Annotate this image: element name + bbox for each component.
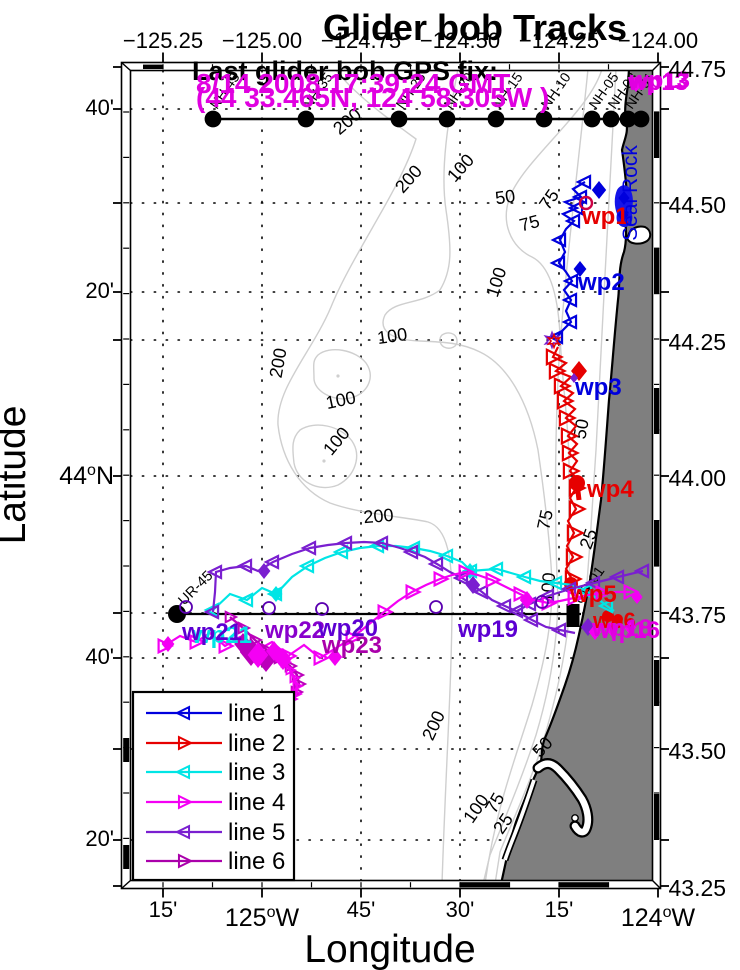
svg-text:wp6: wp6 bbox=[592, 608, 636, 633]
svg-text:wp20: wp20 bbox=[317, 615, 378, 642]
svg-text:44.50: 44.50 bbox=[669, 192, 727, 218]
svg-text:wp3: wp3 bbox=[574, 374, 622, 401]
svg-text:−124.25: −124.25 bbox=[519, 28, 599, 53]
svg-text:45': 45' bbox=[347, 897, 376, 922]
svg-text:wp5: wp5 bbox=[569, 581, 617, 608]
svg-text:75: 75 bbox=[533, 508, 557, 532]
svg-text:wp13: wp13 bbox=[627, 69, 688, 96]
svg-text:wp4: wp4 bbox=[586, 476, 634, 503]
svg-text:wp13: wp13 bbox=[629, 67, 690, 94]
svg-text:line 4: line 4 bbox=[228, 789, 285, 816]
svg-text:line 5: line 5 bbox=[228, 819, 285, 846]
svg-text:8/14 2008 17:39:24 GMT: 8/14 2008 17:39:24 GMT bbox=[196, 68, 510, 99]
svg-text:wp18: wp18 bbox=[591, 615, 652, 642]
svg-text:wp21: wp21 bbox=[191, 622, 252, 649]
svg-text:40': 40' bbox=[85, 644, 114, 669]
svg-text:Glider bob Tracks: Glider bob Tracks bbox=[323, 7, 627, 48]
svg-text:Longitude: Longitude bbox=[304, 928, 475, 970]
svg-text:30': 30' bbox=[446, 897, 475, 922]
svg-text:wp22: wp22 bbox=[264, 617, 325, 644]
svg-text:20': 20' bbox=[85, 278, 114, 303]
svg-text:43.50: 43.50 bbox=[669, 738, 727, 764]
svg-text:44oN: 44oN bbox=[59, 462, 114, 490]
svg-text:40': 40' bbox=[85, 95, 114, 120]
svg-text:100: 100 bbox=[376, 324, 409, 348]
svg-text:15': 15' bbox=[545, 897, 574, 922]
svg-text:200: 200 bbox=[363, 505, 395, 528]
svg-text:−125.25: −125.25 bbox=[123, 28, 203, 53]
svg-text:Latitude: Latitude bbox=[0, 406, 34, 545]
svg-text:wp21: wp21 bbox=[181, 619, 242, 646]
svg-text:43.25: 43.25 bbox=[669, 875, 727, 901]
svg-text:line 2: line 2 bbox=[228, 730, 285, 757]
svg-text:(44 33.465N, 124 58.305W ): (44 33.465N, 124 58.305W ) bbox=[196, 82, 549, 113]
svg-text:wp1: wp1 bbox=[581, 203, 629, 230]
svg-text:50: 50 bbox=[494, 186, 517, 209]
svg-text:124oW: 124oW bbox=[621, 904, 696, 932]
svg-text:line 6: line 6 bbox=[228, 848, 285, 875]
svg-text:125oW: 125oW bbox=[225, 904, 300, 932]
svg-text:line 3: line 3 bbox=[228, 759, 285, 786]
svg-text:−125.00: −125.00 bbox=[222, 28, 302, 53]
svg-text:43.75: 43.75 bbox=[669, 602, 727, 628]
svg-text:−124.75: −124.75 bbox=[321, 28, 401, 53]
svg-text:15': 15' bbox=[149, 897, 178, 922]
svg-text:44.25: 44.25 bbox=[669, 329, 727, 355]
svg-text:−124.00: −124.00 bbox=[618, 28, 698, 53]
svg-text:20': 20' bbox=[85, 826, 114, 851]
svg-text:Seal Rock: Seal Rock bbox=[619, 145, 642, 241]
svg-text:44.75: 44.75 bbox=[669, 56, 727, 82]
svg-text:wp23: wp23 bbox=[321, 632, 382, 659]
svg-text:wp2: wp2 bbox=[577, 269, 625, 296]
svg-text:Last glider bob GPS fix:: Last glider bob GPS fix: bbox=[192, 56, 498, 86]
svg-text:44.00: 44.00 bbox=[669, 465, 727, 491]
svg-text:line 1: line 1 bbox=[228, 700, 285, 727]
svg-text:wp19: wp19 bbox=[457, 616, 518, 643]
svg-text:wp16: wp16 bbox=[599, 617, 660, 644]
svg-text:−124.50: −124.50 bbox=[420, 28, 500, 53]
